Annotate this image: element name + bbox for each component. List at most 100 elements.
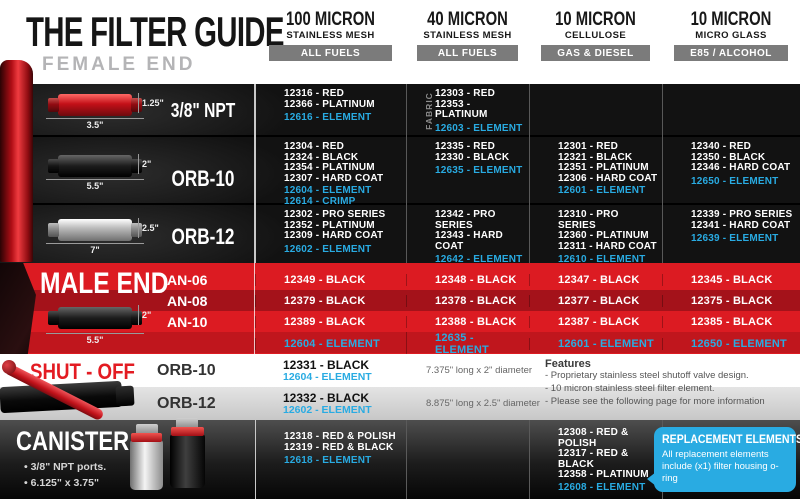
part-number: 12349 - BLACK <box>255 273 406 286</box>
element-part-numbers: 12601 - ELEMENT <box>558 185 646 196</box>
male-end-section: MALE END AN-06 12349 - BLACK 12348 - BLA… <box>0 263 800 354</box>
canister-polish-photo <box>130 424 163 490</box>
column-headers: 100 MICRON STAINLESS MESH ALL FUELS 40 M… <box>255 9 800 61</box>
part-number: 12345 - BLACK <box>662 273 800 286</box>
part-number: 12388 - BLACK <box>406 315 529 328</box>
table-row-orb10: 2" 5.5" ORB-10 12304 - RED 12324 - BLACK… <box>0 137 800 222</box>
label-column-divider <box>254 84 255 263</box>
table-row-an08: AN-08 12379 - BLACK 12378 - BLACK 12377 … <box>0 290 800 311</box>
features-block: Features - Proprietary stainless steel s… <box>545 358 795 408</box>
cell-40-micron: 12342 - PRO SERIES 12343 - HARD COAT 126… <box>406 205 529 270</box>
shutoff-valve-photo <box>0 356 140 422</box>
red-cap <box>131 433 162 442</box>
row-label: AN-06 <box>167 271 208 288</box>
element-part-numbers: 12608 - ELEMENT <box>558 481 646 493</box>
shut-off-title: SHUT - OFF <box>30 359 135 384</box>
red-filter-product-photo <box>0 60 33 262</box>
part-number: 12389 - BLACK <box>255 315 406 328</box>
element-part-numbers: 12635 - ELEMENT <box>435 165 523 176</box>
element-part-number: 12650 - ELEMENT <box>662 338 800 350</box>
fabric-note: FABRIC <box>423 92 434 130</box>
row-label-area: 2.5" 7" ORB-12 <box>0 205 255 270</box>
row-label: 3/8" NPT <box>170 99 236 122</box>
row-label-area: 2" 5.5" ORB-10 <box>0 137 255 222</box>
cell-100-micron: 12302 - PRO SERIES 12352 - PLATINUM 1230… <box>255 205 406 270</box>
row-label: AN-08 <box>167 292 208 309</box>
table-row-an06: AN-06 12349 - BLACK 12348 - BLACK 12347 … <box>0 269 800 290</box>
page-title: THE FILTER GUIDE <box>26 8 284 55</box>
dimension-length: 3.5" <box>46 118 144 130</box>
row-label: ORB-10 <box>171 166 235 192</box>
dimension-height: 2" <box>138 305 151 325</box>
media-type: STAINLESS MESH <box>286 30 375 41</box>
element-part-numbers: 12610 - ELEMENT <box>558 254 646 265</box>
element-part-number: 12635 - ELEMENT <box>406 332 529 354</box>
part-number: 12387 - BLACK <box>529 315 662 328</box>
fuel-badge: GAS & DIESEL <box>540 45 651 61</box>
part-number: 12347 - BLACK <box>529 273 662 286</box>
cell-10-micron-cellulose: 12301 - RED 12321 - BLACK 12351 - PLATIN… <box>529 137 662 222</box>
orb12-filter-thumbnail <box>58 219 132 241</box>
label-column-divider <box>254 263 255 354</box>
cell-10-micron-micro-glass: 12340 - RED 12350 - BLACK 12346 - HARD C… <box>662 137 800 222</box>
part-number: 12377 - BLACK <box>529 294 662 307</box>
section-subtitle-female-end: FEMALE END <box>42 54 196 75</box>
shut-off-section: SHUT - OFF ORB-10 12331 - BLACK 12604 - … <box>0 354 800 422</box>
column-header-40-micron: 40 MICRON STAINLESS MESH ALL FUELS <box>406 9 529 61</box>
part-number: 12378 - BLACK <box>406 294 529 307</box>
part-number: 12379 - BLACK <box>255 294 406 307</box>
element-part-numbers: 12603 - ELEMENT <box>435 122 523 134</box>
size-note: 7.375" long x 2" diameter <box>426 365 533 376</box>
micron-rating: 10 MICRON <box>690 9 772 30</box>
male-filter-thumbnail <box>58 307 132 329</box>
part-number: 12348 - BLACK <box>406 273 529 286</box>
callout-tail <box>647 472 656 486</box>
element-part-number: 12604 - ELEMENT <box>283 370 372 383</box>
dimension-height: 2" <box>138 154 151 174</box>
fuel-badge: E85 / ALCOHOL <box>674 45 788 61</box>
element-part-numbers: 12650 - ELEMENT <box>691 175 779 187</box>
part-number: 12385 - BLACK <box>662 315 800 328</box>
canister-black-photo <box>170 418 205 488</box>
orb10-filter-thumbnail <box>58 155 132 177</box>
part-numbers: 12308 - RED & POLISH 12317 - RED & BLACK… <box>558 427 649 480</box>
size-note: 8.875" long x 2.5" diameter <box>426 398 540 409</box>
dimension-length: 7" <box>46 243 144 255</box>
element-part-number: 12604 - ELEMENT <box>255 338 406 350</box>
valve-pivot <box>2 360 16 374</box>
fuel-badge: ALL FUELS <box>268 45 393 61</box>
cell-40-micron <box>406 420 529 499</box>
part-number: 12375 - BLACK <box>662 294 800 307</box>
table-row-shutoff-orb10: ORB-10 12331 - BLACK 12604 - ELEMENT 7.3… <box>0 354 800 387</box>
micron-rating: 40 MICRON <box>427 9 508 30</box>
red-cap <box>171 427 204 436</box>
part-numbers: 12342 - PRO SERIES 12343 - HARD COAT <box>435 209 503 252</box>
fuel-badge: ALL FUELS <box>417 45 518 61</box>
canister-row: 12318 - RED & POLISH 12319 - RED & BLACK… <box>0 420 800 499</box>
element-part-numbers: 12642 - ELEMENT <box>435 254 523 265</box>
part-numbers: 12310 - PRO SERIES 12360 - PLATINUM 1231… <box>558 209 657 252</box>
row-label: ORB-12 <box>157 394 216 412</box>
table-row-orb12: 2.5" 7" ORB-12 12302 - PRO SERIES 12352 … <box>0 205 800 270</box>
cell-100-micron: 12332 - BLACK 12602 - ELEMENT <box>255 392 406 416</box>
media-type: STAINLESS MESH <box>423 30 512 41</box>
dimension-height: 1.25" <box>138 93 164 113</box>
table-row-male-elements: 12604 - ELEMENT 12635 - ELEMENT 12601 - … <box>0 332 800 354</box>
part-numbers: 12318 - RED & POLISH 12319 - RED & BLACK <box>284 431 396 453</box>
media-type: CELLULOSE <box>564 30 627 41</box>
header: THE FILTER GUIDE FEMALE END 100 MICRON S… <box>0 0 800 84</box>
cell-40-micron: 12335 - RED 12330 - BLACK 12635 - ELEMEN… <box>406 137 529 222</box>
element-part-numbers: 12616 - ELEMENT <box>284 112 372 123</box>
part-number: 12332 - BLACK <box>283 390 370 405</box>
part-numbers: 12340 - RED 12350 - BLACK 12346 - HARD C… <box>691 141 791 173</box>
valve-cap <box>115 385 135 407</box>
element-part-numbers: 12618 - ELEMENT <box>284 455 372 466</box>
dimension-length: 5.5" <box>46 179 144 191</box>
column-header-10-micron-cellulose: 10 MICRON CELLULOSE GAS & DIESEL <box>529 9 662 61</box>
npt-filter-thumbnail <box>58 94 132 116</box>
canister-specs: • 3/8" NPT ports. • 6.125" x 3.75" <box>24 461 107 489</box>
part-numbers: 12302 - PRO SERIES 12352 - PLATINUM 1230… <box>284 209 386 241</box>
part-numbers: 12303 - RED 12353 - PLATINUM <box>435 88 496 120</box>
table-row-an10: AN-10 12389 - BLACK 12388 - BLACK 12387 … <box>0 311 800 332</box>
